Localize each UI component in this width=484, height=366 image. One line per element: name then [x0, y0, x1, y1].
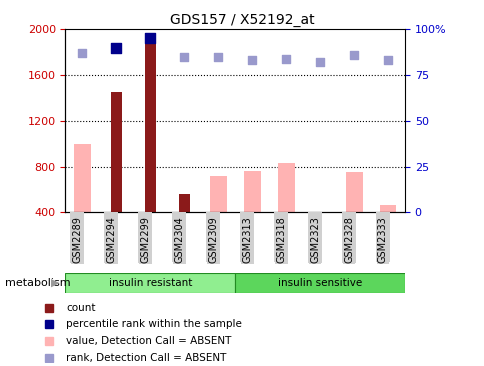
Text: count: count: [66, 303, 95, 313]
Text: percentile rank within the sample: percentile rank within the sample: [66, 320, 242, 329]
Text: GSM2328: GSM2328: [343, 214, 353, 261]
Text: GSM2318: GSM2318: [275, 216, 286, 262]
Point: [282, 56, 289, 61]
Text: rank, Detection Call = ABSENT: rank, Detection Call = ABSENT: [66, 353, 226, 363]
Text: GSM2313: GSM2313: [242, 216, 252, 262]
Text: ▶: ▶: [50, 278, 59, 288]
Text: insulin sensitive: insulin sensitive: [277, 278, 362, 288]
Text: GSM2333: GSM2333: [377, 216, 387, 262]
Text: GSM2304: GSM2304: [174, 216, 184, 262]
Point: [248, 57, 256, 63]
Text: GDS157 / X52192_at: GDS157 / X52192_at: [170, 13, 314, 27]
Bar: [243, 171, 260, 212]
Point: [146, 36, 154, 41]
Text: metabolism: metabolism: [5, 278, 70, 288]
Text: insulin resistant: insulin resistant: [108, 278, 192, 288]
Text: GSM2323: GSM2323: [309, 214, 319, 261]
Bar: [235, 273, 404, 293]
Text: GSM2304: GSM2304: [174, 214, 184, 261]
Text: GSM2289: GSM2289: [72, 216, 82, 263]
Text: GSM2294: GSM2294: [106, 214, 116, 261]
Text: GSM2299: GSM2299: [140, 214, 150, 261]
Text: GSM2318: GSM2318: [275, 214, 286, 261]
Point: [383, 57, 391, 63]
Bar: [277, 163, 294, 212]
Text: GSM2309: GSM2309: [208, 214, 218, 261]
Point: [316, 59, 323, 65]
Bar: [345, 172, 362, 212]
Bar: [74, 143, 91, 212]
Point: [112, 45, 120, 51]
Text: GSM2294: GSM2294: [106, 216, 116, 263]
Text: GSM2289: GSM2289: [72, 214, 82, 261]
Bar: [209, 176, 226, 212]
Bar: [111, 92, 121, 212]
Point: [180, 54, 188, 60]
Text: GSM2333: GSM2333: [377, 214, 387, 261]
Bar: [179, 194, 189, 212]
Bar: [145, 42, 155, 212]
Text: GSM2323: GSM2323: [309, 216, 319, 263]
Bar: [311, 212, 328, 247]
Point: [349, 52, 357, 58]
Bar: [378, 205, 395, 212]
Text: value, Detection Call = ABSENT: value, Detection Call = ABSENT: [66, 336, 231, 346]
Text: GSM2309: GSM2309: [208, 216, 218, 262]
Point: [214, 54, 222, 60]
Text: GSM2313: GSM2313: [242, 214, 252, 261]
Bar: [65, 273, 235, 293]
Point: [78, 50, 86, 56]
Text: GSM2299: GSM2299: [140, 216, 150, 263]
Text: GSM2328: GSM2328: [343, 216, 353, 263]
